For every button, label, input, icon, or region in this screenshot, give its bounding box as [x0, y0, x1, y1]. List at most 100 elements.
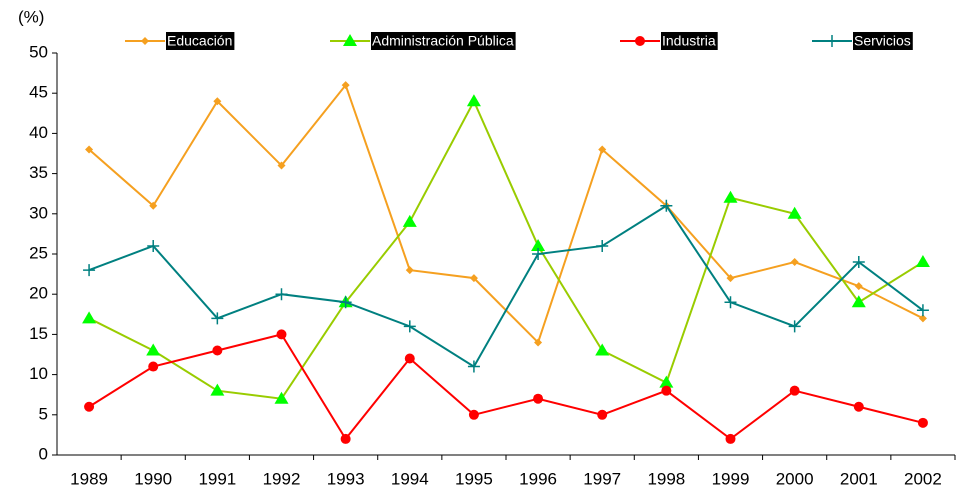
marker: [789, 385, 800, 396]
marker: [85, 145, 94, 154]
x-tick-label: 1991: [198, 469, 236, 488]
marker: [787, 206, 802, 219]
marker: [341, 81, 350, 90]
x-tick-label: 1989: [70, 469, 108, 488]
line: [88, 98, 924, 400]
legend-label-bg: [166, 32, 235, 50]
marker: [534, 338, 543, 347]
marker: [148, 361, 159, 372]
marker: [597, 409, 608, 420]
marker: [404, 353, 415, 364]
line: [88, 333, 924, 441]
marker: [467, 360, 480, 373]
marker: [212, 345, 223, 356]
marker: [274, 391, 289, 404]
x-tick-label: 1997: [583, 469, 621, 488]
y-tick-label: 35: [29, 163, 48, 182]
legend-label-bg: [661, 32, 718, 50]
marker: [141, 37, 149, 45]
x-tick-label: 1998: [647, 469, 685, 488]
y-tick-label: 10: [29, 364, 48, 383]
y-tick-label: 15: [29, 324, 48, 343]
y-tick-label: 45: [29, 83, 48, 102]
marker: [724, 296, 737, 309]
marker: [635, 36, 645, 46]
marker: [405, 266, 414, 275]
y-tick-label: 25: [29, 243, 48, 262]
y-tick-label: 20: [29, 284, 48, 303]
marker: [146, 343, 161, 356]
y-axis-label: (%): [18, 7, 44, 26]
x-tick-label: 2001: [840, 469, 878, 488]
marker: [854, 282, 863, 291]
marker: [340, 433, 351, 444]
marker: [468, 409, 479, 420]
marker: [276, 329, 287, 340]
y-tick-label: 30: [29, 203, 48, 222]
marker: [725, 433, 736, 444]
marker: [83, 264, 96, 277]
marker: [402, 214, 417, 227]
series: [83, 199, 929, 373]
marker: [595, 343, 610, 356]
marker: [852, 256, 865, 269]
x-tick-label: 1996: [519, 469, 557, 488]
marker: [723, 190, 738, 203]
x-tick-label: 1995: [455, 469, 493, 488]
x-tick-label: 1992: [263, 469, 301, 488]
legend-item: Educación: [125, 32, 235, 50]
marker: [277, 161, 286, 170]
marker: [147, 239, 160, 252]
y-tick-label: 40: [29, 123, 48, 142]
legend-item: Servicios: [812, 32, 913, 50]
marker: [466, 94, 481, 107]
marker: [853, 401, 864, 412]
marker: [660, 199, 673, 212]
legend-label-bg: [371, 32, 516, 50]
y-tick-label: 50: [29, 42, 48, 61]
marker: [533, 393, 544, 404]
y-tick-label: 5: [39, 404, 48, 423]
marker: [598, 145, 607, 154]
marker: [790, 258, 799, 267]
marker: [213, 97, 222, 106]
marker: [275, 288, 288, 301]
legend-label: Servicios: [854, 33, 911, 49]
marker: [726, 274, 735, 283]
marker: [788, 320, 801, 333]
marker: [531, 238, 546, 251]
x-tick-label: 1999: [712, 469, 750, 488]
x-tick-label: 1990: [134, 469, 172, 488]
marker: [917, 417, 928, 428]
marker: [343, 34, 357, 46]
marker: [916, 304, 929, 317]
marker: [82, 311, 97, 324]
marker: [403, 320, 416, 333]
legend-label-bg: [853, 32, 913, 50]
marker: [84, 401, 95, 412]
marker: [532, 248, 545, 260]
x-tick-label: 2002: [904, 469, 942, 488]
x-tick-label: 2000: [776, 469, 814, 488]
marker: [659, 375, 674, 388]
marker: [469, 274, 478, 283]
series: [85, 81, 927, 347]
legend-label: Administración Pública: [372, 33, 514, 49]
series: [84, 329, 928, 444]
marker: [918, 314, 927, 323]
x-tick-label: 1993: [327, 469, 365, 488]
marker: [826, 35, 838, 47]
series: [82, 94, 930, 404]
legend-label: Educación: [167, 33, 232, 49]
marker: [851, 295, 866, 308]
marker: [596, 239, 609, 252]
marker: [661, 385, 672, 396]
marker: [339, 296, 352, 309]
legend-item: Administración Pública: [330, 32, 516, 50]
marker: [211, 312, 224, 325]
marker: [210, 383, 225, 396]
legend-item: Industria: [620, 32, 718, 50]
y-tick-label: 0: [39, 444, 48, 463]
marker: [915, 255, 930, 268]
marker: [149, 201, 158, 210]
